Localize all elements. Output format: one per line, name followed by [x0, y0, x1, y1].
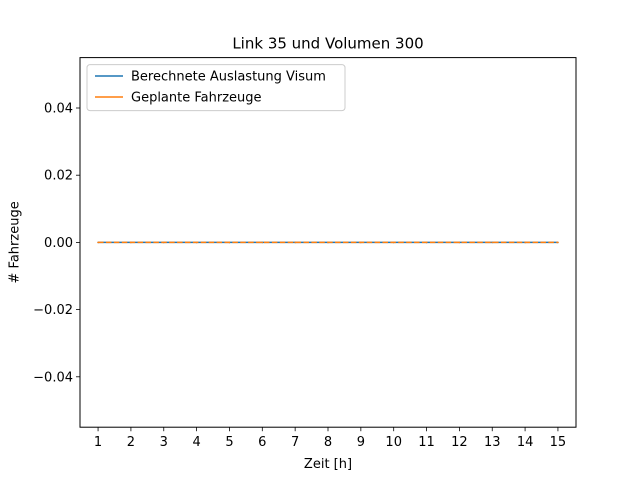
- data-point-series-1-x-12: [458, 241, 461, 244]
- series-layer: [97, 241, 559, 244]
- data-point-series-1-x-11: [425, 241, 428, 244]
- x-tick-label: 5: [225, 435, 233, 450]
- x-tick-label: 9: [357, 435, 365, 450]
- data-point-series-1-x-7: [294, 241, 296, 244]
- data-point-series-1-x-13: [491, 241, 494, 244]
- legend: Berechnete Auslastung Visum Geplante Fah…: [86, 64, 346, 112]
- y-tick-label: 0.02: [44, 169, 73, 184]
- data-point-series-1-x-4: [195, 241, 198, 244]
- y-axis-ticks: −0.04 −0.02 0.00 0.02 0.04: [33, 102, 80, 385]
- y-tick-label: 0.04: [44, 102, 73, 117]
- data-point-series-1-x-5: [228, 241, 231, 244]
- data-point-series-1-x-8: [327, 241, 329, 244]
- x-tick-label: 14: [517, 435, 534, 450]
- data-point-series-1-x-15: [557, 241, 559, 244]
- x-tick-label: 15: [550, 435, 567, 450]
- x-tick-label: 10: [385, 435, 402, 450]
- chart-title: Link 35 und Volumen 300: [232, 35, 423, 53]
- x-tick-label: 12: [451, 435, 468, 450]
- data-point-series-1-x-2: [130, 241, 132, 244]
- x-tick-label: 13: [484, 435, 501, 450]
- x-tick-label: 1: [94, 435, 102, 450]
- legend-label-geplante-fahrzeuge: Geplante Fahrzeuge: [131, 91, 262, 106]
- x-tick-label: 4: [192, 435, 200, 450]
- y-tick-label: −0.02: [33, 303, 73, 318]
- y-axis-label: # Fahrzeuge: [8, 201, 23, 283]
- y-tick-label: 0.00: [44, 236, 73, 251]
- legend-box: [86, 64, 346, 112]
- x-tick-label: 11: [418, 435, 435, 450]
- x-axis-label: Zeit [h]: [304, 457, 352, 472]
- data-point-series-1-x-3: [162, 241, 165, 244]
- x-tick-label: 7: [291, 435, 299, 450]
- data-point-series-1-x-14: [524, 241, 526, 244]
- data-point-series-1-x-6: [261, 241, 264, 244]
- data-point-series-1-x-1: [97, 241, 99, 244]
- data-point-series-1-x-10: [392, 241, 395, 244]
- x-tick-label: 8: [324, 435, 332, 450]
- x-tick-label: 2: [127, 435, 135, 450]
- x-axis-ticks: 1 2 3 4 5 6 7 8 9 10 11 12 13 14 15: [94, 427, 566, 450]
- y-tick-label: −0.04: [33, 370, 73, 385]
- legend-label-berechnete-auslastung: Berechnete Auslastung Visum: [131, 70, 326, 85]
- x-tick-label: 6: [258, 435, 266, 450]
- x-tick-label: 3: [160, 435, 168, 450]
- data-point-series-1-x-9: [360, 241, 362, 244]
